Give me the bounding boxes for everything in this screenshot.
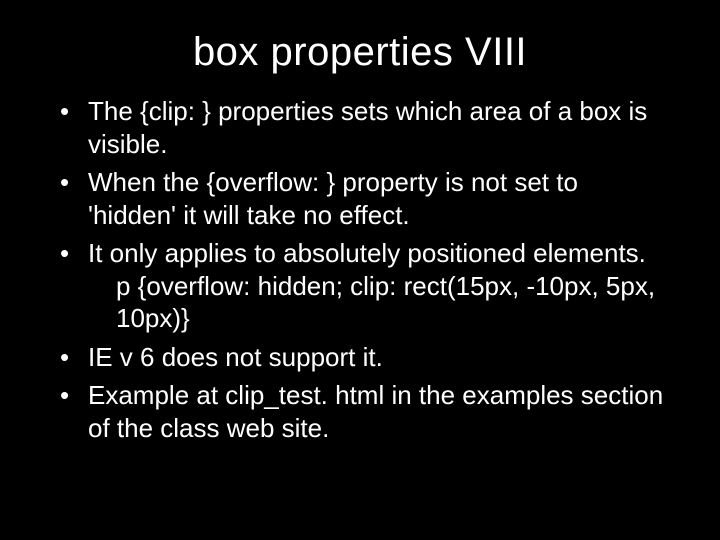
- list-item: The {clip: } properties sets which area …: [60, 95, 672, 160]
- slide-title: box properties VIII: [40, 30, 680, 75]
- bullet-text: The {clip: } properties sets which area …: [88, 96, 647, 159]
- bullet-text: Example at clip_test. html in the exampl…: [88, 380, 663, 443]
- list-item: When the {overflow: } property is not se…: [60, 166, 672, 231]
- bullet-list: The {clip: } properties sets which area …: [40, 95, 680, 444]
- bullet-subtext: p {overflow: hidden; clip: rect(15px, -1…: [88, 270, 672, 335]
- bullet-text: When the {overflow: } property is not se…: [88, 167, 578, 230]
- list-item: It only applies to absolutely positioned…: [60, 237, 672, 335]
- list-item: Example at clip_test. html in the exampl…: [60, 379, 672, 444]
- bullet-text: It only applies to absolutely positioned…: [88, 238, 646, 268]
- list-item: IE v 6 does not support it.: [60, 341, 672, 374]
- bullet-text: IE v 6 does not support it.: [88, 342, 383, 372]
- slide: box properties VIII The {clip: } propert…: [0, 0, 720, 540]
